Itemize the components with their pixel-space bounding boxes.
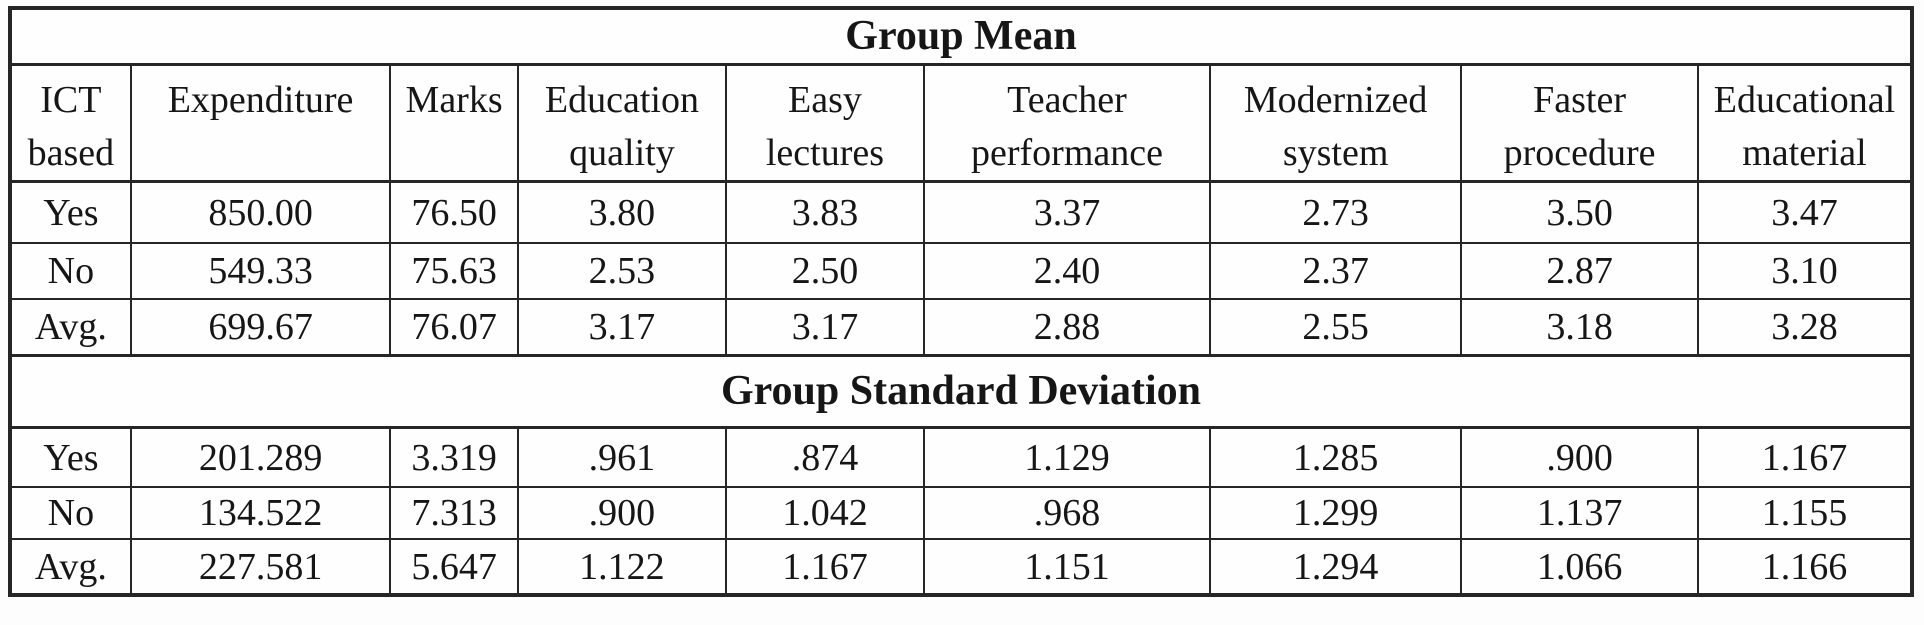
group-sd-title-row: Group Standard Deviation — [9, 353, 1913, 429]
col-header-modernized-system: Modernized system — [1209, 62, 1463, 183]
cell-value: 3.17 — [516, 298, 728, 357]
cell-value: 75.63 — [389, 242, 519, 301]
row-label: Yes — [9, 426, 132, 489]
row-label: Yes — [9, 180, 132, 245]
cell-value: 3.28 — [1696, 298, 1914, 357]
cell-value: 201.289 — [129, 426, 392, 489]
cell-value: .968 — [922, 486, 1212, 541]
cell-value: 1.167 — [1696, 426, 1914, 489]
cell-value: 2.50 — [725, 242, 925, 301]
cell-value: 699.67 — [129, 298, 392, 357]
cell-value: 227.581 — [129, 538, 392, 597]
cell-value: 2.55 — [1209, 298, 1463, 357]
cell-value: 1.285 — [1209, 426, 1463, 489]
col-header-education-quality: Education quality — [516, 62, 728, 183]
cell-value: 2.37 — [1209, 242, 1463, 301]
cell-value: 1.122 — [516, 538, 728, 597]
col-header-teacher-performance: Teacher performance — [922, 62, 1212, 183]
cell-value: 1.151 — [922, 538, 1212, 597]
mean-row-avg: Avg. 699.67 76.07 3.17 3.17 2.88 2.55 3.… — [9, 298, 1914, 357]
cell-value: 1.137 — [1460, 486, 1699, 541]
sd-row-avg: Avg. 227.581 5.647 1.122 1.167 1.151 1.2… — [9, 538, 1914, 597]
row-label: Avg. — [9, 298, 132, 357]
cell-value: 850.00 — [129, 180, 392, 245]
cell-value: 3.10 — [1696, 242, 1914, 301]
cell-value: 1.167 — [725, 538, 925, 597]
group-statistics-table: Group Mean ICT based Expenditure Marks E… — [8, 6, 1914, 598]
cell-value: 3.47 — [1696, 180, 1914, 245]
mean-row-no: No 549.33 75.63 2.53 2.50 2.40 2.37 2.87… — [9, 242, 1914, 301]
section-title-group-mean: Group Mean — [9, 6, 1913, 66]
cell-value: 3.319 — [389, 426, 519, 489]
column-header-row: ICT based Expenditure Marks Education qu… — [9, 62, 1914, 183]
cell-value: .900 — [516, 486, 728, 541]
cell-value: 3.80 — [516, 180, 728, 245]
cell-value: 2.88 — [922, 298, 1212, 357]
cell-value: 2.53 — [516, 242, 728, 301]
col-header-marks: Marks — [389, 62, 519, 183]
col-header-faster-procedure: Faster procedure — [1460, 62, 1699, 183]
col-header-easy-lectures: Easy lectures — [725, 62, 925, 183]
cell-value: .874 — [725, 426, 925, 489]
col-header-ict-based: ICT based — [9, 62, 132, 183]
cell-value: 1.155 — [1696, 486, 1914, 541]
cell-value: 3.18 — [1460, 298, 1699, 357]
row-label: Avg. — [9, 538, 132, 597]
cell-value: 2.87 — [1460, 242, 1699, 301]
cell-value: 76.07 — [389, 298, 519, 357]
cell-value: 1.129 — [922, 426, 1212, 489]
col-header-expenditure: Expenditure — [129, 62, 392, 183]
row-label: No — [9, 486, 132, 541]
cell-value: .900 — [1460, 426, 1699, 489]
cell-value: .961 — [516, 426, 728, 489]
sd-row-no: No 134.522 7.313 .900 1.042 .968 1.299 1… — [9, 486, 1914, 541]
cell-value: 2.40 — [922, 242, 1212, 301]
cell-value: 5.647 — [389, 538, 519, 597]
cell-value: 3.83 — [725, 180, 925, 245]
cell-value: 2.73 — [1209, 180, 1463, 245]
cell-value: 1.166 — [1696, 538, 1914, 597]
cell-value: 1.299 — [1209, 486, 1463, 541]
cell-value: 549.33 — [129, 242, 392, 301]
col-header-educational-material: Educational material — [1696, 62, 1914, 183]
group-mean-title-row: Group Mean — [9, 6, 1913, 66]
row-label: No — [9, 242, 132, 301]
cell-value: 7.313 — [389, 486, 519, 541]
section-title-group-standard-deviation: Group Standard Deviation — [9, 353, 1913, 429]
cell-value: 1.294 — [1209, 538, 1463, 597]
cell-value: 1.066 — [1460, 538, 1699, 597]
cell-value: 3.17 — [725, 298, 925, 357]
mean-row-yes: Yes 850.00 76.50 3.80 3.83 3.37 2.73 3.5… — [9, 180, 1914, 245]
cell-value: 1.042 — [725, 486, 925, 541]
cell-value: 3.50 — [1460, 180, 1699, 245]
cell-value: 76.50 — [389, 180, 519, 245]
cell-value: 3.37 — [922, 180, 1212, 245]
sd-row-yes: Yes 201.289 3.319 .961 .874 1.129 1.285 … — [9, 426, 1914, 489]
cell-value: 134.522 — [129, 486, 392, 541]
